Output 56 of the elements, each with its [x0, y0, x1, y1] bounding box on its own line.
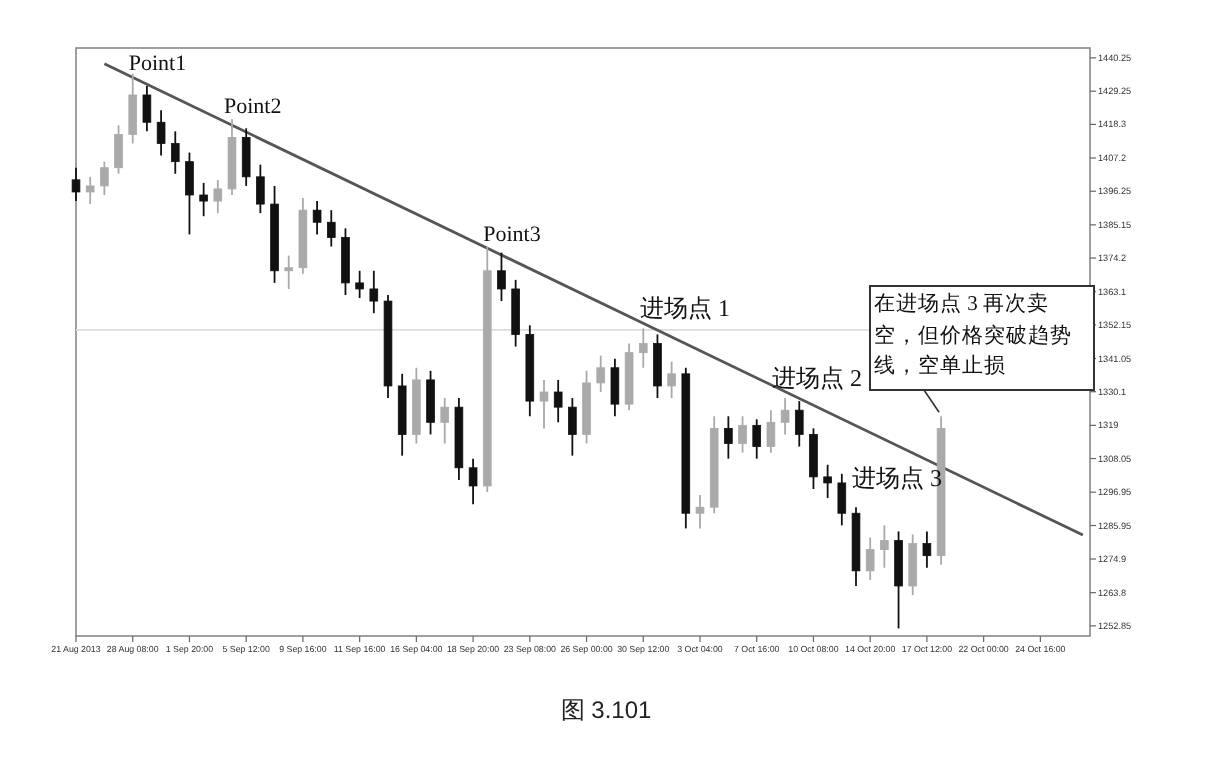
caption: 图 3.101 — [560, 696, 652, 724]
candlestick — [568, 397, 577, 457]
candlestick — [638, 327, 648, 369]
candlestick — [908, 533, 918, 596]
candlestick — [440, 397, 450, 445]
candlestick — [71, 166, 81, 202]
candlestick — [497, 251, 506, 302]
candlestick — [511, 278, 520, 348]
annotation: 在进场点 3 再次卖空，但价格突破趋势线，空单止损 — [874, 290, 1074, 382]
candlestick — [894, 530, 903, 630]
candlestick — [312, 200, 322, 236]
candlestick — [142, 84, 152, 133]
candlestick — [213, 178, 223, 215]
candlestick — [553, 378, 563, 424]
candlestick — [780, 397, 790, 436]
candlestick — [341, 227, 350, 296]
candlestick — [256, 163, 265, 215]
candlestick — [156, 109, 166, 157]
candlestick — [185, 151, 194, 236]
candlestick — [355, 269, 364, 299]
candlestick — [128, 72, 138, 145]
annotation: 进场点 1 — [640, 294, 730, 322]
candlestick — [426, 369, 435, 436]
candlestick — [85, 175, 95, 205]
candlestick — [766, 409, 776, 454]
candlestick — [284, 254, 294, 290]
candlestick — [752, 418, 762, 460]
candlestick — [596, 354, 606, 393]
candlestick — [837, 472, 847, 527]
annotation: Point1 — [128, 51, 187, 76]
candlestick — [667, 360, 676, 399]
candlestick — [880, 524, 889, 569]
candlestick — [809, 427, 818, 490]
candlestick — [738, 415, 747, 454]
candlestick — [326, 209, 336, 248]
annotation: Point2 — [224, 95, 282, 120]
candlestick — [170, 130, 180, 175]
candlestick — [114, 124, 123, 175]
annotation: 进场点 2 — [772, 364, 862, 392]
candlestick — [610, 357, 620, 418]
candlestick — [823, 463, 832, 499]
candlestick — [100, 160, 109, 196]
candlestick — [724, 415, 733, 460]
candlestick — [922, 530, 932, 569]
candlestick — [653, 333, 662, 399]
candlestick — [468, 457, 478, 506]
candlestick — [241, 127, 251, 187]
candlestick — [199, 181, 208, 218]
candlestick — [695, 494, 705, 530]
annotation: 进场点 3 — [852, 464, 942, 492]
candlestick — [369, 269, 379, 315]
candlestick — [794, 400, 804, 448]
annotation: Point3 — [483, 222, 542, 247]
candlestick — [539, 378, 549, 430]
candlestick — [865, 536, 875, 581]
note-box: 在进场点 3 再次卖空，但价格突破趋势线，空单止损 — [869, 285, 1095, 391]
